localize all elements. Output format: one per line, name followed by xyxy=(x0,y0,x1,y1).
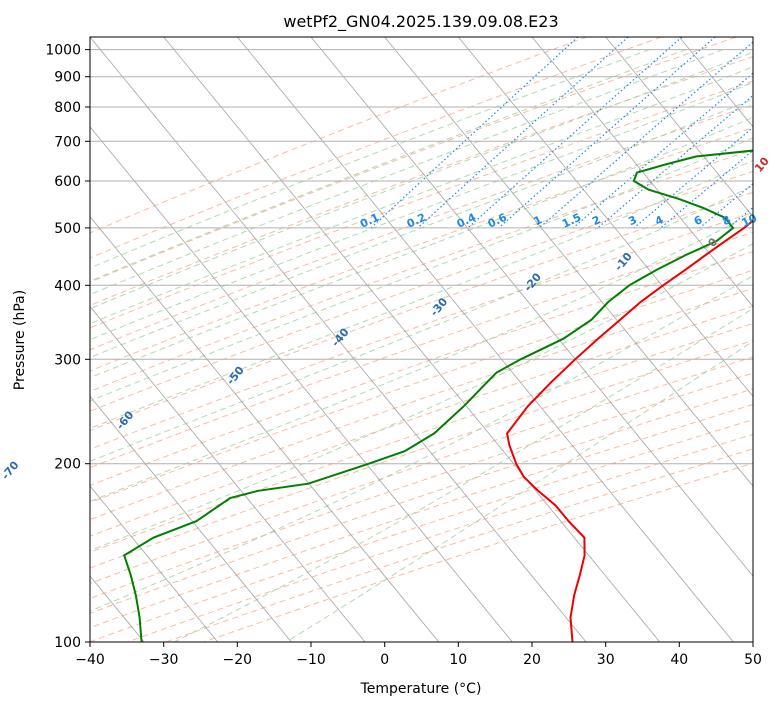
x-tick-label: 10 xyxy=(449,652,467,668)
dry-adiabat-line xyxy=(90,37,662,259)
chart-title: wetPf2_GN04.2025.139.09.08.E23 xyxy=(283,12,558,32)
x-axis-title: Temperature (°C) xyxy=(360,681,482,697)
y-axis: 100 200 300 400 500 600 700 800 900 1000 xyxy=(45,43,90,651)
moist-adiabat-line xyxy=(90,81,753,341)
dry-adiabat-line xyxy=(90,372,753,600)
y-tick-label: 400 xyxy=(54,278,81,294)
y-axis-title: Pressure (hPa) xyxy=(12,290,28,390)
isotherm-line xyxy=(531,37,753,308)
dry-adiabat-line xyxy=(90,305,753,537)
isotherm-line xyxy=(90,37,587,642)
x-tick-label: −40 xyxy=(75,652,105,668)
moist-adiabat-line xyxy=(90,49,687,282)
plot-frame xyxy=(89,36,754,643)
dry-adiabat-line xyxy=(90,80,753,329)
pressure-gridlines xyxy=(90,49,753,642)
isotherm-line xyxy=(384,37,753,487)
dry-adiabat-line xyxy=(165,448,753,642)
background-lines xyxy=(90,37,753,642)
x-tick-label: −30 xyxy=(149,652,179,668)
dewpoint-line xyxy=(122,149,753,642)
x-tick-label: −20 xyxy=(223,652,253,668)
y-tick-label: 700 xyxy=(54,134,81,150)
mixing-ratio-label: 10 xyxy=(740,211,760,229)
moist-adiabat-line xyxy=(90,98,753,359)
moist-adiabat-line xyxy=(90,274,753,612)
dry-adiabat-line xyxy=(90,56,753,307)
moist-adiabat-line xyxy=(90,49,650,269)
moist-adiabat-line xyxy=(90,66,753,325)
isotherm-line xyxy=(457,37,753,398)
moist-adiabat-line xyxy=(90,185,753,462)
x-tick-label: 30 xyxy=(597,652,615,668)
dry-adiabat-line xyxy=(90,419,753,642)
isotherm-line xyxy=(90,395,292,642)
y-tick-label: 300 xyxy=(54,352,81,368)
y-tick-label: 200 xyxy=(54,457,81,473)
x-axis: −40 −30 −20 −10 0 10 20 30 40 50 xyxy=(75,642,762,668)
y-tick-label: 600 xyxy=(54,174,81,190)
x-tick-label: 50 xyxy=(744,652,762,668)
mixing-ratio-line xyxy=(539,41,753,229)
isotherm-line xyxy=(90,485,219,642)
moist-adiabat-line xyxy=(90,49,724,296)
moist-adiabat-line xyxy=(285,340,753,642)
mixing-ratio-line xyxy=(699,182,753,229)
moist-adiabat-line xyxy=(90,137,753,402)
mixing-ratio-line xyxy=(572,72,753,229)
dry-adiabat-line xyxy=(90,388,753,614)
x-tick-label: −10 xyxy=(296,652,326,668)
isotherm-line xyxy=(236,37,734,642)
temperature-line xyxy=(506,219,753,642)
isotherm-line xyxy=(90,215,440,642)
isotherm-line xyxy=(90,305,366,642)
x-tick-label: 20 xyxy=(523,652,541,668)
dry-adiabat-line xyxy=(127,433,753,642)
mixing-ratio-line xyxy=(417,37,629,229)
y-tick-label: 500 xyxy=(54,221,81,237)
x-tick-label: 40 xyxy=(670,652,688,668)
isotherm-line xyxy=(605,37,753,218)
isotherm-line xyxy=(163,37,661,642)
y-tick-label: 900 xyxy=(54,70,81,86)
profile-lines xyxy=(122,149,753,642)
dry-adiabat-line xyxy=(90,403,753,629)
mixing-ratio-line xyxy=(597,94,753,229)
moist-adiabat-line xyxy=(173,307,753,642)
y-tick-label: 1000 xyxy=(45,43,81,59)
isotherm-line xyxy=(90,126,513,642)
isotherm-line xyxy=(310,37,753,577)
x-tick-label: 0 xyxy=(380,652,389,668)
y-tick-label: 800 xyxy=(54,100,81,116)
dry-adiabat-line xyxy=(90,37,587,234)
moist-adiabat-line xyxy=(90,51,753,310)
y-tick-label: 100 xyxy=(54,635,81,651)
